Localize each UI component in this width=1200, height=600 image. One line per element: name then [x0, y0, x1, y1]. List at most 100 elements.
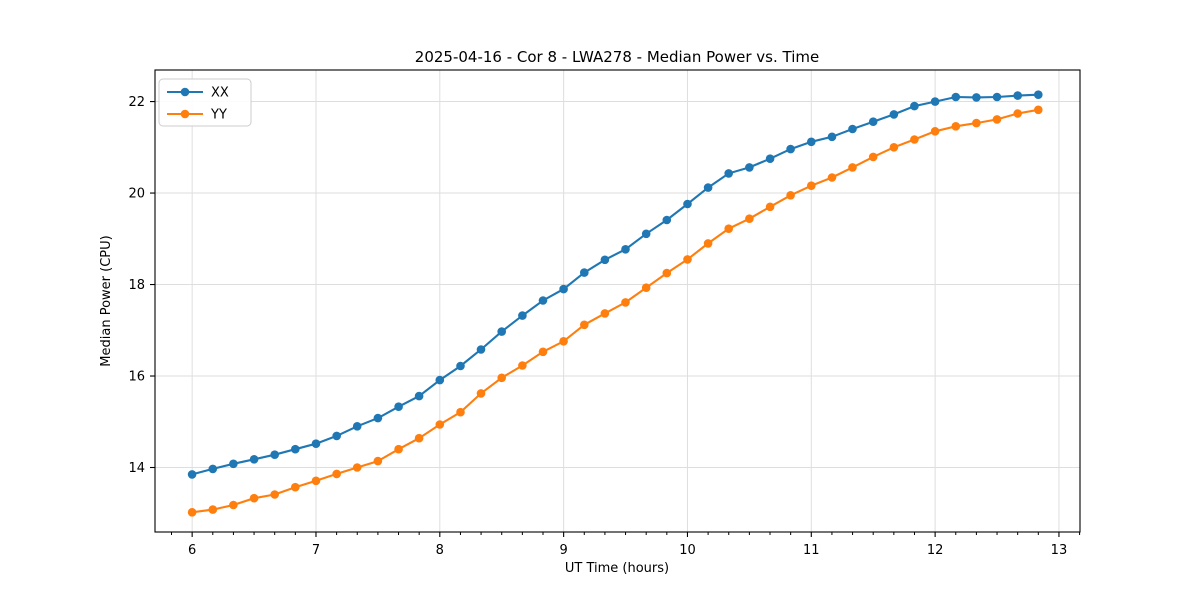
y-tick-label: 20 — [128, 187, 145, 202]
x-tick-label: 10 — [679, 543, 696, 558]
data-point-yy — [270, 490, 280, 499]
data-point-yy — [972, 118, 981, 128]
data-point-xx — [889, 110, 899, 119]
x-tick-label: 11 — [803, 543, 820, 558]
data-point-xx — [559, 284, 568, 294]
data-point-xx — [394, 402, 403, 412]
data-point-xx — [910, 101, 919, 111]
legend-box — [158, 78, 252, 127]
data-point-xx — [580, 268, 589, 277]
y-tick-label: 22 — [128, 95, 145, 110]
y-tick-label: 18 — [128, 278, 145, 293]
data-point-xx — [621, 245, 630, 254]
data-point-yy — [827, 173, 837, 182]
legend-sample-marker-yy — [180, 109, 190, 119]
data-point-yy — [208, 505, 218, 514]
x-tick-label: 8 — [436, 543, 444, 558]
data-point-yy — [249, 493, 259, 503]
data-point-yy — [992, 115, 1002, 124]
data-point-xx — [373, 413, 383, 423]
data-point-xx — [724, 169, 733, 178]
plot-border — [154, 69, 1081, 533]
data-point-yy — [538, 347, 548, 357]
data-point-yy — [352, 463, 362, 472]
data-point-xx — [807, 137, 816, 147]
data-point-xx — [1034, 90, 1043, 99]
data-point-yy — [868, 152, 878, 162]
data-point-xx — [662, 215, 672, 225]
data-point-yy — [641, 283, 651, 293]
axes-spines — [154, 69, 1081, 533]
y-tick-label: 16 — [128, 370, 145, 385]
data-point-yy — [497, 373, 507, 383]
data-point-xx — [332, 431, 342, 441]
x-tick-label: 7 — [312, 543, 320, 558]
data-point-yy — [848, 163, 857, 172]
data-point-xx — [992, 92, 1002, 102]
data-point-yy — [580, 320, 589, 330]
data-point-yy — [456, 407, 465, 417]
data-point-xx — [518, 311, 527, 320]
data-point-xx — [703, 183, 713, 192]
data-point-xx — [930, 97, 940, 106]
data-point-yy — [332, 469, 342, 479]
chart-title: 2025-04-16 - Cor 8 - LWA278 - Median Pow… — [415, 48, 819, 66]
data-point-xx — [641, 229, 651, 239]
data-point-xx — [497, 327, 507, 336]
data-point-yy — [373, 456, 383, 466]
data-point-yy — [662, 268, 672, 278]
series-layer — [187, 90, 1043, 517]
data-point-xx — [435, 375, 445, 385]
data-point-xx — [786, 144, 795, 154]
data-point-xx — [456, 361, 465, 371]
x-tick-label: 6 — [188, 543, 196, 558]
data-point-xx — [229, 459, 238, 469]
data-point-yy — [187, 508, 197, 517]
data-point-xx — [683, 199, 692, 209]
data-point-xx — [476, 345, 486, 354]
data-point-xx — [848, 124, 857, 134]
data-point-yy — [765, 202, 775, 212]
data-point-yy — [951, 122, 961, 131]
data-point-yy — [703, 239, 713, 248]
data-point-xx — [745, 163, 754, 172]
x-tick-label: 12 — [927, 543, 944, 558]
x-axis-label: UT Time (hours) — [565, 561, 669, 576]
legend-sample-marker-xx — [180, 87, 190, 97]
grid-layer — [155, 70, 1080, 532]
data-point-xx — [972, 93, 981, 102]
data-point-yy — [559, 337, 568, 346]
data-point-xx — [538, 296, 548, 305]
data-point-xx — [765, 154, 775, 163]
data-point-xx — [352, 422, 362, 431]
x-tick-label: 13 — [1051, 543, 1068, 558]
data-point-yy — [1013, 109, 1022, 118]
data-point-yy — [435, 420, 445, 429]
series-line-yy — [191, 108, 1039, 514]
legend: XX YY — [158, 78, 252, 127]
data-point-xx — [187, 470, 197, 479]
data-point-xx — [1013, 91, 1022, 100]
data-point-yy — [518, 361, 527, 370]
data-point-xx — [868, 117, 878, 126]
data-point-xx — [827, 132, 837, 142]
data-point-xx — [311, 439, 321, 449]
data-point-yy — [910, 135, 919, 144]
data-point-yy — [600, 309, 610, 318]
data-point-xx — [249, 455, 259, 464]
data-point-xx — [208, 464, 218, 474]
data-point-yy — [807, 181, 816, 190]
data-point-xx — [600, 255, 610, 265]
data-point-yy — [311, 476, 321, 486]
data-point-yy — [930, 127, 940, 136]
x-tick-label: 9 — [559, 543, 567, 558]
y-tick-label: 14 — [128, 461, 145, 476]
data-point-xx — [414, 391, 424, 401]
data-point-yy — [229, 500, 238, 510]
data-point-yy — [394, 444, 403, 454]
data-point-yy — [683, 255, 692, 264]
data-point-yy — [414, 433, 424, 443]
data-point-yy — [724, 224, 733, 233]
